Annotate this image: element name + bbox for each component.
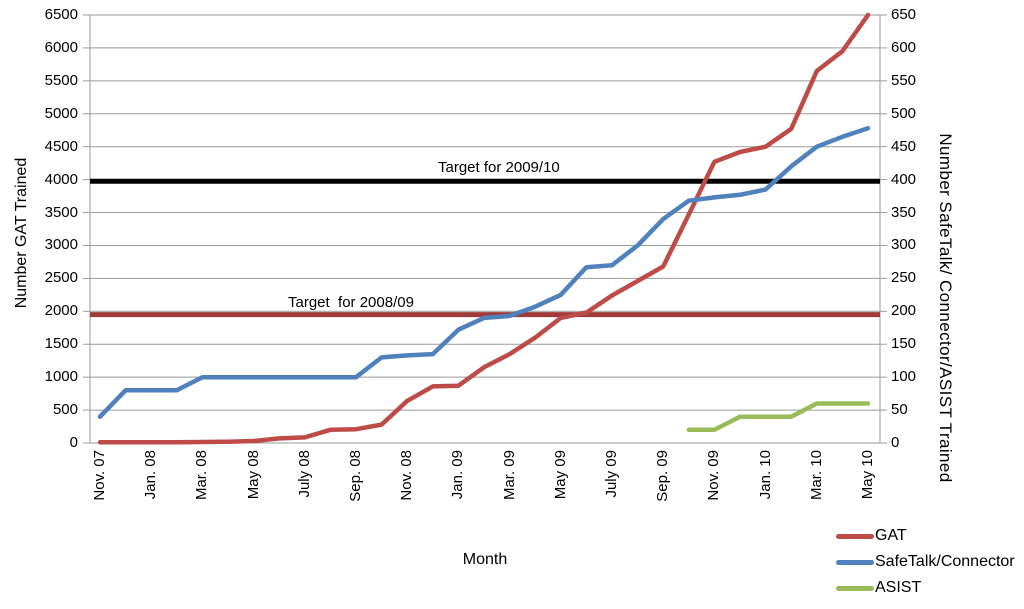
x-tick-label: Mar. 08 (193, 450, 211, 501)
x-tick-label: Nov. 09 (705, 450, 723, 501)
y-left-tick-label: 3500 (44, 203, 78, 221)
y-left-tick-label: 2500 (44, 269, 78, 287)
legend-item-gat: GAT (836, 523, 1015, 549)
x-axis-title: Month (462, 551, 508, 568)
x-tick-label: Jan. 08 (142, 450, 160, 500)
x-tick-label: May 08 (244, 450, 262, 500)
y-right-tick-label: 300 (891, 236, 917, 254)
y-right-tick-label: 650 (891, 6, 917, 23)
y-right-tick-label: 400 (891, 170, 917, 188)
y-right-tick-label: 250 (891, 269, 917, 287)
y-right-tick-label: 350 (891, 203, 917, 221)
x-tick-label: Sep. 09 (654, 450, 672, 502)
x-tick-label: May 09 (551, 450, 569, 500)
x-tick-label: Jan. 09 (449, 450, 467, 500)
gat-line (97, 12, 871, 445)
legend-item-asist: ASIST (836, 575, 1015, 601)
y-left-tick-label: 6000 (44, 38, 78, 56)
y-left-tick-label: 4000 (44, 170, 78, 188)
y-left-tick-label: 500 (52, 401, 78, 419)
x-tick-label: Mar. 10 (807, 450, 825, 501)
y-left-tick-label: 5500 (44, 71, 78, 89)
y-right-tick-label: 50 (891, 401, 908, 419)
legend-label-safetalk: SafeTalk/Connector (875, 553, 1015, 570)
y-right-tick-label: 150 (891, 335, 917, 353)
x-tick-label: July 09 (603, 450, 620, 498)
legend-swatch-safetalk (836, 559, 874, 565)
y-right-tick-label: 200 (891, 302, 917, 320)
y-right-tick-label: 550 (891, 71, 917, 89)
target-2009-10-label: Target for 2009/10 (438, 159, 560, 176)
y-left-tick-label: 5000 (44, 104, 78, 122)
y-left-tick-label: 6500 (44, 6, 78, 23)
x-tick-label: Nov. 08 (398, 450, 416, 501)
legend: GAT SafeTalk/Connector ASIST (836, 523, 1015, 601)
x-tick-label: Mar. 09 (500, 450, 518, 501)
y-right-tick-label: 600 (891, 38, 917, 56)
legend-label-asist: ASIST (875, 579, 922, 596)
y-left-tick-label: 0 (69, 434, 78, 451)
target-2008-09-label: Target for 2008/09 (288, 294, 414, 311)
x-tick-label: May 10 (859, 450, 876, 500)
y-left-tick-label: 4500 (44, 137, 78, 155)
x-tick-label: Nov. 07 (91, 450, 108, 501)
x-tick-label: Jan. 10 (756, 450, 774, 500)
asist-line (686, 401, 871, 433)
x-tick-label: Sep. 08 (347, 450, 364, 502)
x-tick-label: July 08 (295, 450, 313, 498)
y-left-tick-label: 2000 (44, 302, 78, 320)
safetalk-line (97, 126, 871, 419)
y-left-tick-label: 1500 (44, 335, 78, 353)
y-right-tick-label: 0 (891, 434, 900, 451)
y-right-tick-label: 500 (891, 104, 917, 122)
legend-swatch-gat (836, 533, 874, 539)
y-right-tick-label: 100 (891, 368, 917, 386)
y-left-tick-label: 1000 (44, 368, 78, 386)
legend-label-gat: GAT (875, 527, 907, 544)
legend-swatch-asist (836, 585, 874, 591)
legend-item-safetalk: SafeTalk/Connector (836, 549, 1015, 575)
y-left-tick-label: 3000 (44, 236, 78, 254)
y-right-tick-label: 450 (891, 137, 917, 155)
